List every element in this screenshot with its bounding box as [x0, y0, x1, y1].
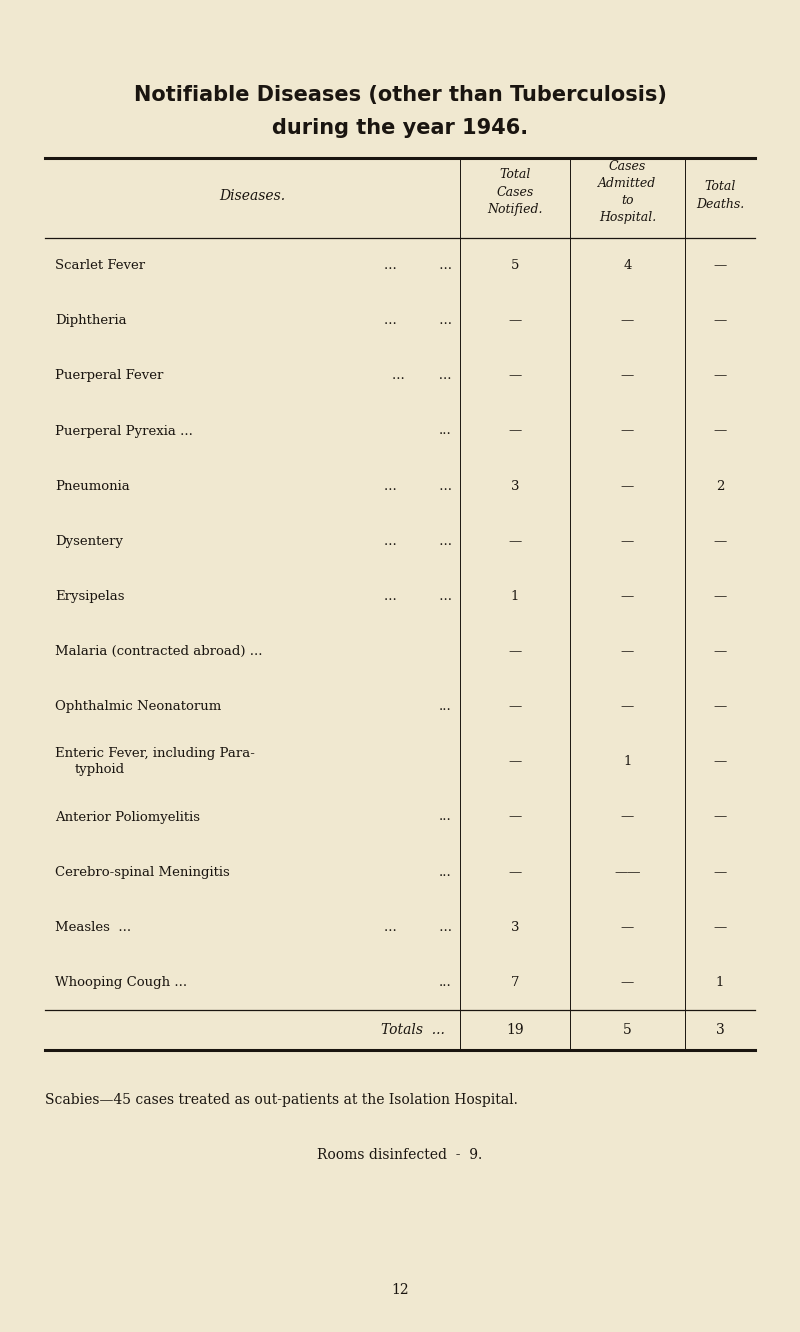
Text: —: — — [621, 425, 634, 437]
Text: —: — — [621, 534, 634, 547]
Text: Cases
Admitted
to
Hospital.: Cases Admitted to Hospital. — [598, 160, 657, 224]
Text: —: — — [714, 258, 726, 272]
Text: Pneumonia: Pneumonia — [55, 480, 130, 493]
Text: ...          ...: ... ... — [384, 258, 452, 272]
Text: 1: 1 — [716, 976, 724, 988]
Text: Diseases.: Diseases. — [219, 189, 286, 202]
Text: —: — — [508, 534, 522, 547]
Text: —: — — [508, 314, 522, 328]
Text: —: — — [508, 425, 522, 437]
Text: Scarlet Fever: Scarlet Fever — [55, 258, 145, 272]
Text: Erysipelas: Erysipelas — [55, 590, 125, 603]
Text: ...          ...: ... ... — [384, 480, 452, 493]
Text: —: — — [714, 866, 726, 879]
Text: —: — — [621, 590, 634, 603]
Text: Whooping Cough ...: Whooping Cough ... — [55, 976, 187, 988]
Text: ——: —— — [614, 866, 641, 879]
Text: Rooms disinfected  -  9.: Rooms disinfected - 9. — [318, 1148, 482, 1162]
Text: —: — — [621, 701, 634, 713]
Text: ...        ...: ... ... — [393, 369, 452, 382]
Text: ...          ...: ... ... — [384, 534, 452, 547]
Text: —: — — [508, 369, 522, 382]
Text: Total
Deaths.: Total Deaths. — [696, 181, 744, 212]
Text: Cerebro-spinal Meningitis: Cerebro-spinal Meningitis — [55, 866, 230, 879]
Text: Total
Cases
Notified.: Total Cases Notified. — [487, 168, 542, 217]
Text: 19: 19 — [506, 1023, 524, 1038]
Text: ...          ...: ... ... — [384, 590, 452, 603]
Text: 1: 1 — [511, 590, 519, 603]
Text: —: — — [621, 369, 634, 382]
Text: Totals  ...: Totals ... — [381, 1023, 445, 1038]
Text: —: — — [621, 810, 634, 823]
Text: —: — — [621, 920, 634, 934]
Text: —: — — [714, 701, 726, 713]
Text: —: — — [714, 810, 726, 823]
Text: typhoid: typhoid — [75, 763, 125, 777]
Text: —: — — [621, 314, 634, 328]
Text: —: — — [714, 645, 726, 658]
Text: ...          ...: ... ... — [384, 920, 452, 934]
Text: —: — — [714, 425, 726, 437]
Text: —: — — [714, 590, 726, 603]
Text: 3: 3 — [510, 480, 519, 493]
Text: Anterior Poliomyelitis: Anterior Poliomyelitis — [55, 810, 200, 823]
Text: ...: ... — [439, 866, 452, 879]
Text: —: — — [714, 920, 726, 934]
Text: —: — — [508, 866, 522, 879]
Text: Notifiable Diseases (other than Tuberculosis): Notifiable Diseases (other than Tubercul… — [134, 85, 666, 105]
Text: during the year 1946.: during the year 1946. — [272, 119, 528, 139]
Text: —: — — [621, 645, 634, 658]
Text: ...: ... — [439, 976, 452, 988]
Text: 12: 12 — [391, 1283, 409, 1297]
Text: Malaria (contracted abroad) ...: Malaria (contracted abroad) ... — [55, 645, 262, 658]
Text: —: — — [508, 701, 522, 713]
Text: Measles  ...: Measles ... — [55, 920, 131, 934]
Text: 5: 5 — [511, 258, 519, 272]
Text: ...: ... — [439, 810, 452, 823]
Text: Ophthalmic Neonatorum: Ophthalmic Neonatorum — [55, 701, 222, 713]
Text: —: — — [508, 810, 522, 823]
Text: ...: ... — [439, 425, 452, 437]
Text: Puerperal Fever: Puerperal Fever — [55, 369, 163, 382]
Text: 3: 3 — [716, 1023, 724, 1038]
Text: Scabies—45 cases treated as out-patients at the Isolation Hospital.: Scabies—45 cases treated as out-patients… — [45, 1094, 518, 1107]
Text: —: — — [621, 976, 634, 988]
Text: Enteric Fever, including Para-: Enteric Fever, including Para- — [55, 747, 255, 761]
Text: Dysentery: Dysentery — [55, 534, 123, 547]
Text: 4: 4 — [623, 258, 632, 272]
Text: —: — — [714, 755, 726, 769]
Text: Puerperal Pyrexia ...: Puerperal Pyrexia ... — [55, 425, 193, 437]
Text: ...: ... — [439, 701, 452, 713]
Text: Diphtheria: Diphtheria — [55, 314, 126, 328]
Text: 2: 2 — [716, 480, 724, 493]
Text: —: — — [508, 645, 522, 658]
Text: ...          ...: ... ... — [384, 314, 452, 328]
Text: —: — — [714, 314, 726, 328]
Text: 7: 7 — [510, 976, 519, 988]
Text: —: — — [714, 534, 726, 547]
Text: 3: 3 — [510, 920, 519, 934]
Text: —: — — [621, 480, 634, 493]
Text: 1: 1 — [623, 755, 632, 769]
Text: 5: 5 — [623, 1023, 632, 1038]
Text: —: — — [508, 755, 522, 769]
Text: —: — — [714, 369, 726, 382]
